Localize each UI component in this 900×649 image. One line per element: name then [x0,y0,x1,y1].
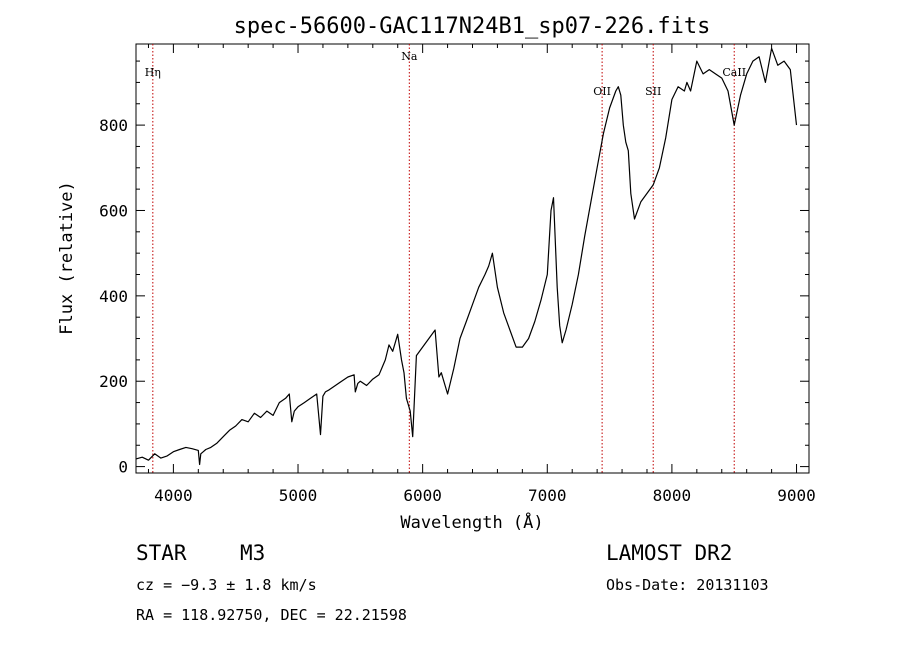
x-tick-label: 9000 [777,486,816,505]
coordinates-text: RA = 118.92750, DEC = 22.21598 [136,606,407,624]
x-axis-label: Wavelength (Å) [400,511,543,533]
y-axis-label: Flux (relative) [57,181,77,335]
class-label: STAR [136,541,187,565]
emission-lines: Hη Na OII SII CaII [145,44,746,473]
chart-title: spec-56600-GAC117N24B1_sp07-226.fits [234,14,711,39]
plot-frame [135,43,810,474]
spectrum-info: STAR M3 LAMOST DR2 cz = −9.3 ± 1.8 km/s … [136,541,769,624]
y-axis-ticks: 0 200 400 600 800 [99,60,809,477]
x-tick-label: 5000 [279,486,318,505]
subclass-label: M3 [240,541,265,565]
x-tick-label: 4000 [154,486,193,505]
emission-line-label: Na [401,50,418,63]
x-tick-label: 7000 [528,486,567,505]
x-tick-label: 8000 [653,486,692,505]
y-tick-label: 0 [118,458,128,477]
y-tick-label: 200 [99,372,128,391]
obs-date-text: Obs-Date: 20131103 [606,576,769,594]
emission-line-label: SII [645,85,661,98]
y-tick-label: 600 [99,201,128,220]
emission-line-label: Hη [145,66,161,79]
x-tick-label: 6000 [403,486,442,505]
y-tick-label: 400 [99,287,128,306]
spectrum-line [135,47,798,466]
y-tick-label: 800 [99,116,128,135]
emission-line-label: CaII [722,66,746,79]
spectrum-series [135,47,798,466]
redshift-text: cz = −9.3 ± 1.8 km/s [136,576,317,594]
x-axis-ticks: 4000 5000 6000 7000 8000 9000 [147,44,816,505]
emission-line-label: OII [593,85,611,98]
survey-label: LAMOST DR2 [606,541,732,565]
